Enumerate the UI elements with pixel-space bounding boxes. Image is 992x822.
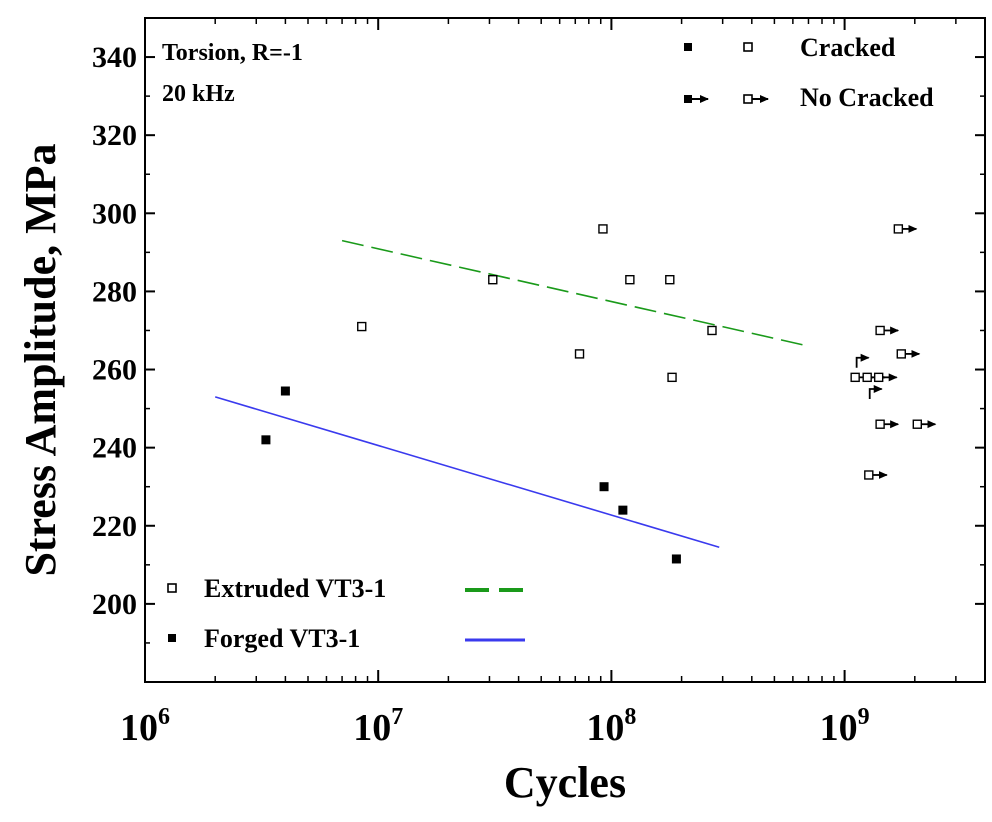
x-tick-label: 109 — [820, 704, 870, 749]
point-forged-cracked — [280, 386, 290, 396]
point-extruded-cracked — [488, 274, 498, 285]
annotation-frequency: 20 kHz — [162, 81, 235, 107]
point-extruded-runout — [862, 372, 872, 383]
point-extruded-runout — [875, 325, 885, 336]
x-tick-label: 106 — [120, 704, 170, 749]
legend-marker-forged — [168, 634, 176, 642]
point-extruded-cracked — [625, 274, 635, 285]
point-extruded-runout — [864, 470, 874, 480]
point-extruded-runout — [896, 349, 906, 359]
y-tick-label: 280 — [92, 275, 137, 308]
point-extruded-runout — [850, 372, 860, 383]
point-forged-cracked — [671, 554, 681, 564]
data-layer — [214, 224, 937, 564]
marker-legend-cracked-label: Cracked — [800, 33, 896, 62]
point-extruded-runout — [873, 372, 884, 383]
point-forged-runout — [868, 384, 883, 399]
y-tick-label: 220 — [92, 510, 137, 543]
x-tick-label: 108 — [586, 704, 636, 749]
legend-marker-extruded — [167, 583, 177, 593]
fit-line-forged — [214, 396, 720, 549]
marker-legend-filled-runout — [684, 95, 692, 103]
point-extruded-cracked — [665, 274, 675, 285]
series-legend: Extruded VT3-1 Forged VT3-1 — [167, 574, 525, 653]
y-tick-label: 320 — [92, 119, 137, 152]
point-extruded-cracked — [667, 372, 677, 383]
marker-legend: Cracked No Cracked — [684, 33, 934, 112]
point-extruded-runout — [875, 419, 885, 429]
y-tick-label: 300 — [92, 197, 137, 230]
fit-line-extruded — [341, 239, 809, 347]
point-forged-cracked — [599, 482, 609, 492]
x-axis-title: Cycles — [504, 758, 626, 807]
point-extruded-cracked — [357, 321, 367, 332]
tick-layer: 200 220 240 260 280 300 320 340 106 107 108 109 — [92, 18, 986, 749]
point-extruded-cracked — [707, 325, 717, 336]
marker-legend-open-runout — [743, 94, 753, 104]
y-axis-title: Stress Amplitude, MPa — [16, 143, 65, 576]
y-tick-label: 260 — [92, 354, 137, 387]
point-extruded-cracked — [598, 224, 608, 234]
legend-label-extruded: Extruded VT3-1 — [204, 574, 386, 603]
point-extruded-cracked — [574, 349, 585, 359]
marker-legend-open-cracked — [743, 42, 753, 52]
x-tick-label: 107 — [353, 704, 403, 749]
point-forged-cracked — [261, 435, 271, 445]
y-tick-label: 200 — [92, 588, 137, 621]
y-tick-label: 240 — [92, 432, 137, 465]
marker-legend-no-cracked-label: No Cracked — [800, 83, 934, 112]
marker-legend-filled-cracked — [684, 43, 692, 51]
legend-label-forged: Forged VT3-1 — [204, 624, 360, 653]
point-extruded-runout — [912, 419, 923, 429]
annotation-torsion: Torsion, R=-1 — [162, 40, 303, 66]
plot-frame — [144, 17, 986, 683]
point-forged-cracked — [618, 505, 628, 515]
point-extruded-runout — [893, 224, 904, 234]
point-forged-runout — [855, 353, 870, 368]
y-tick-label: 340 — [92, 41, 137, 74]
